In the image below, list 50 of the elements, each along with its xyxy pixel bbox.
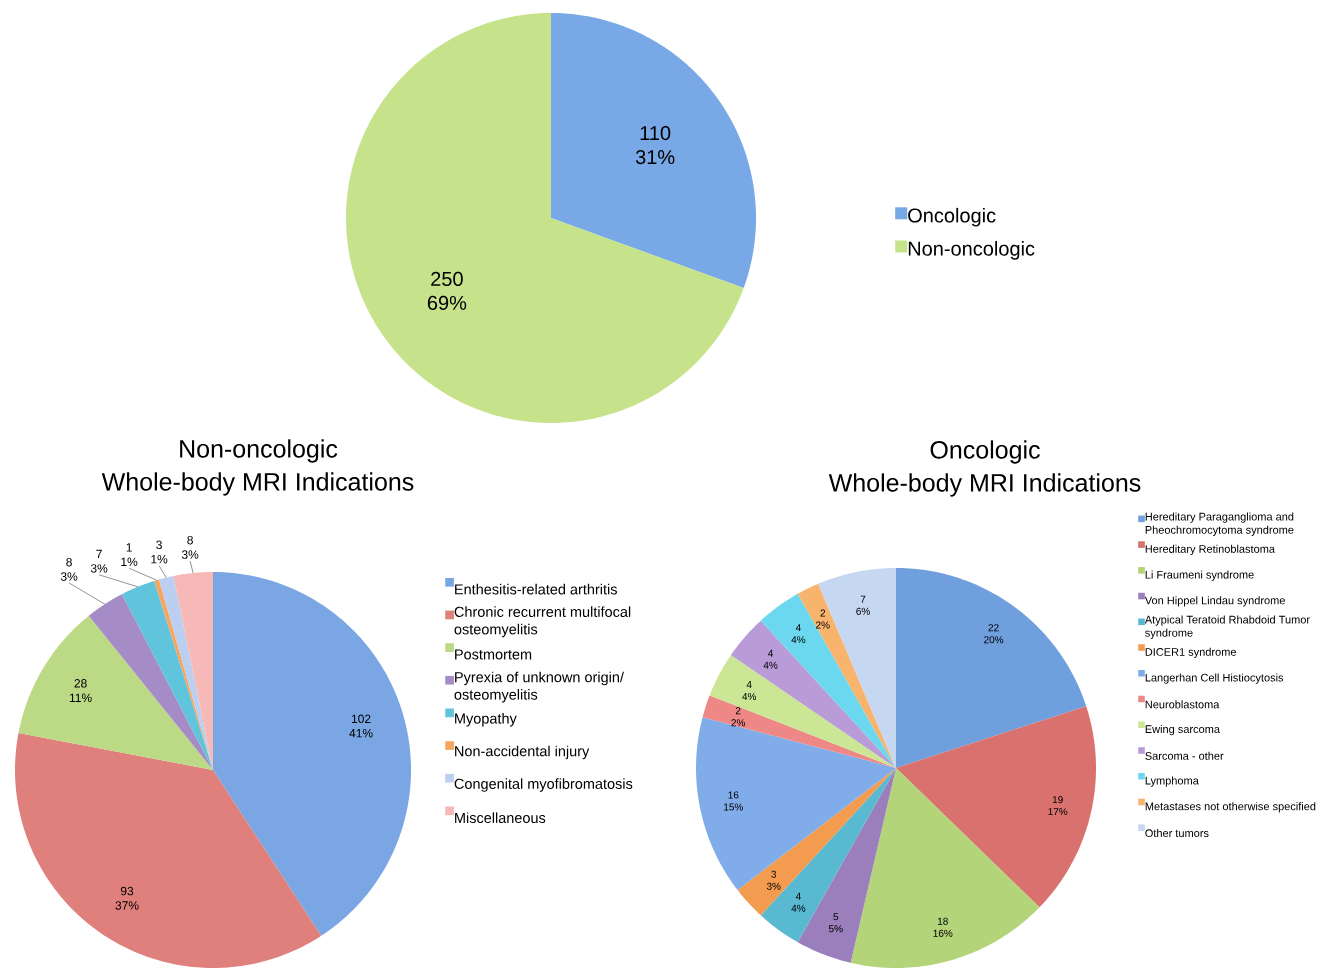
data-label: 7 3% bbox=[90, 549, 108, 573]
legend-label: Myopathy bbox=[455, 713, 517, 727]
legend-label: Chronic recurrent multifocal osteomyelitis bbox=[454, 606, 631, 638]
data-label: 8 3% bbox=[60, 557, 78, 581]
legend-label: Neuroblastoma bbox=[1145, 700, 1220, 709]
legend-label: Lymphoma bbox=[1145, 776, 1199, 787]
data-label: 28 11% bbox=[69, 679, 92, 702]
data-label: 19 17% bbox=[1048, 796, 1068, 816]
data-label: 22 20% bbox=[984, 624, 1004, 644]
legend-label: Non-oncologic bbox=[908, 241, 1035, 260]
legend-label: Li Fraumeni syndrome bbox=[1145, 570, 1254, 581]
legend-label: Ewing sarcoma bbox=[1145, 724, 1220, 736]
data-label: 4 4% bbox=[791, 892, 806, 912]
legend-label: Other tumors bbox=[1145, 829, 1209, 838]
data-label: 5 5% bbox=[828, 913, 843, 933]
legend-label: Pyrexia of unknown origin/ osteomyelitis bbox=[454, 671, 624, 703]
legend-label: Non-accidental injury bbox=[455, 745, 590, 760]
legend-label: Congenital myofibromatosis bbox=[454, 778, 633, 792]
chart-title: Non-oncologic bbox=[180, 439, 338, 463]
data-label: 7 6% bbox=[856, 595, 870, 615]
legend-label: Miscellaneous bbox=[455, 812, 546, 824]
data-label: 2 2% bbox=[731, 707, 746, 727]
data-label: 4 4% bbox=[763, 649, 778, 669]
legend-label: Hereditary Retinoblastoma bbox=[1145, 544, 1275, 556]
data-label: 93 37% bbox=[115, 886, 139, 910]
legend-label: Atypical Teratoid Rhabdoid Tumor syndrome bbox=[1144, 615, 1310, 639]
chart-subtitle: Whole-body MRI Indications bbox=[101, 472, 414, 496]
data-label: 18 16% bbox=[933, 917, 953, 937]
data-label: 1 1% bbox=[121, 543, 138, 566]
data-label: 110 31% bbox=[635, 126, 675, 165]
data-label: 3 1% bbox=[151, 540, 168, 564]
legend-label: Langerhan Cell Histiocytosis bbox=[1145, 673, 1284, 684]
data-label: 4 4% bbox=[791, 624, 806, 644]
data-label: 102 41% bbox=[349, 714, 373, 738]
data-label: 16 15% bbox=[724, 791, 743, 811]
data-label: 2 2% bbox=[816, 609, 830, 629]
data-label: 4 4% bbox=[742, 681, 757, 700]
data-label: 8 3% bbox=[181, 535, 199, 559]
legend-label: Enthesitis-related arthritis bbox=[455, 583, 617, 595]
legend-label: Hereditary Paraganglioma and Pheochromocytoma syndrome bbox=[1145, 512, 1294, 536]
legend-label: DICER1 syndrome bbox=[1145, 647, 1236, 658]
legend-label: Von Hippel Lindau syndrome bbox=[1144, 596, 1285, 607]
legend-label: Oncologic bbox=[908, 207, 996, 227]
data-label: 250 69% bbox=[427, 271, 467, 310]
data-label: 3 3% bbox=[766, 870, 781, 890]
legend-label: Sarcoma - other bbox=[1145, 751, 1224, 760]
legend-label: Postmortem bbox=[455, 649, 532, 660]
legend-label: Metastases not otherwise specified bbox=[1145, 802, 1316, 813]
chart-subtitle: Whole-body MRI Indications bbox=[828, 473, 1141, 497]
chart-title: Oncologic bbox=[930, 440, 1040, 464]
